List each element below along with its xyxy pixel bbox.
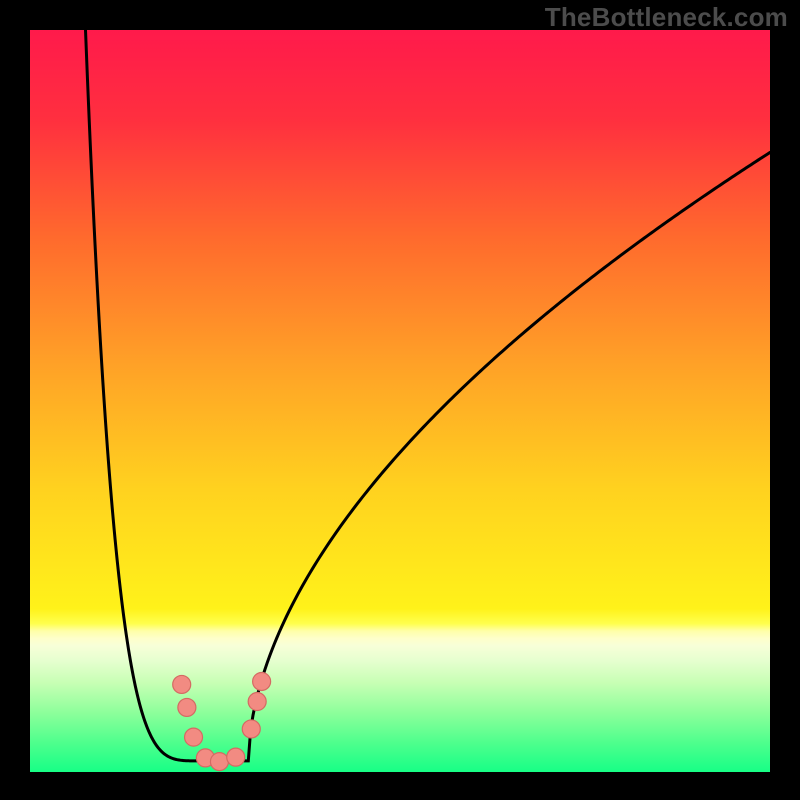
- chart-frame: TheBottleneck.com: [0, 0, 800, 800]
- data-marker: [253, 672, 271, 690]
- data-marker: [178, 698, 196, 716]
- watermark-text: TheBottleneck.com: [545, 2, 788, 33]
- data-marker: [185, 728, 203, 746]
- plot-area: [30, 30, 770, 772]
- data-marker: [227, 748, 245, 766]
- data-marker: [210, 753, 228, 771]
- data-marker: [173, 675, 191, 693]
- data-marker: [248, 693, 266, 711]
- data-marker: [242, 720, 260, 738]
- plot-svg: [30, 30, 770, 772]
- gradient-background: [30, 30, 770, 772]
